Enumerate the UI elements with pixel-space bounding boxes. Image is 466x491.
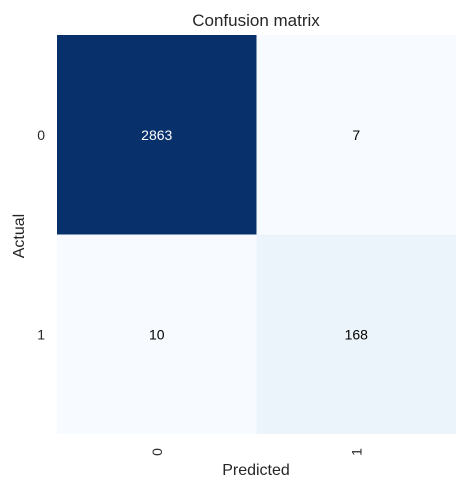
cell-value-label-1-1: 168 xyxy=(345,326,369,342)
y-axis-ticks: 01 xyxy=(37,127,45,343)
heatmap-cell-labels: 2863 7 10 168 xyxy=(141,127,368,343)
heatmap-cell-1-1 xyxy=(256,234,456,434)
y-tick-label-0: 0 xyxy=(37,127,45,143)
x-tick-label-1: 1 xyxy=(348,448,364,456)
cell-value-label-0-1: 7 xyxy=(352,127,360,143)
heatmap-cell-1-0 xyxy=(57,234,257,434)
cell-value-label-1-0: 10 xyxy=(149,326,165,342)
heatmap-cell-0-0 xyxy=(57,35,257,235)
x-tick-label-0: 0 xyxy=(149,448,165,456)
x-axis-label: Predicted xyxy=(222,462,290,479)
chart-title: Confusion matrix xyxy=(192,11,320,30)
cell-value-label-0-0: 2863 xyxy=(141,127,172,143)
y-tick-label-1: 1 xyxy=(37,326,45,342)
heatmap-cell-0-1 xyxy=(256,35,456,235)
heatmap-cells xyxy=(57,35,456,434)
y-axis-label: Actual xyxy=(11,214,28,258)
